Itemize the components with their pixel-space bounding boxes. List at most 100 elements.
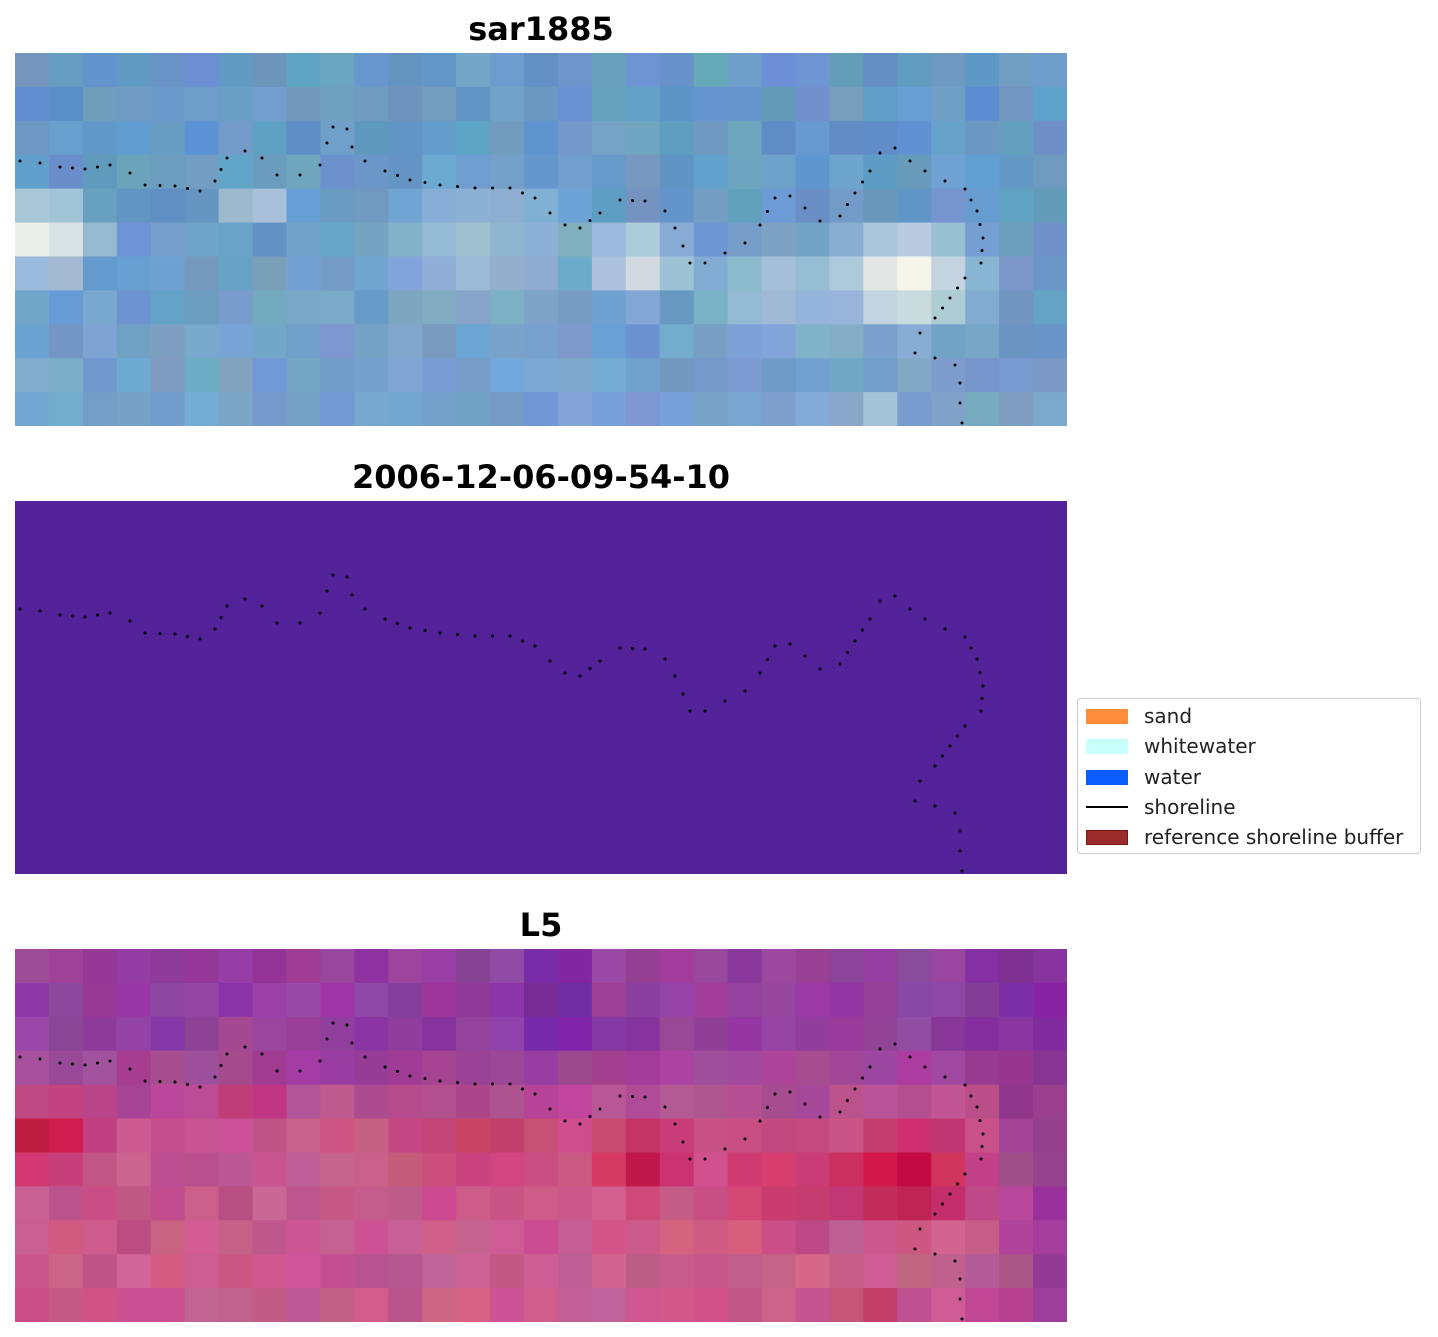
- image-pixel: [557, 222, 593, 258]
- image-pixel: [15, 358, 50, 393]
- image-pixel: [829, 1084, 864, 1120]
- image-pixel: [320, 53, 355, 88]
- image-pixel: [761, 1050, 797, 1086]
- image-pixel: [82, 53, 118, 88]
- shoreline-point: [979, 1157, 983, 1161]
- image-pixel: [897, 392, 932, 426]
- shoreline-point: [663, 1105, 667, 1109]
- shoreline-point: [975, 657, 979, 661]
- image-pixel: [591, 188, 627, 224]
- image-pixel: [829, 256, 864, 291]
- image-pixel: [116, 1254, 152, 1289]
- image-pixel: [727, 324, 763, 359]
- image-pixel: [829, 358, 864, 393]
- image-pixel: [727, 1016, 763, 1052]
- image-pixel: [1033, 1254, 1067, 1289]
- image-pixel: [354, 1084, 389, 1120]
- image-pixel: [625, 1288, 661, 1322]
- shoreline-point: [758, 223, 762, 227]
- image-pixel: [150, 53, 186, 88]
- image-pixel: [659, 982, 695, 1018]
- image-pixel: [422, 1186, 457, 1221]
- image-pixel: [116, 86, 152, 122]
- image-pixel: [524, 1220, 559, 1255]
- image-pixel: [863, 1254, 898, 1289]
- image-pixel: [897, 1016, 932, 1052]
- shoreline-point: [913, 351, 917, 355]
- image-pixel: [388, 290, 423, 325]
- image-pixel: [150, 324, 186, 359]
- image-pixel: [354, 949, 389, 984]
- image-pixel: [48, 188, 84, 224]
- image-pixel: [48, 120, 84, 156]
- image-pixel: [320, 1118, 355, 1154]
- image-pixel: [252, 1016, 288, 1052]
- shoreline-point: [350, 145, 354, 149]
- image-pixel: [693, 154, 729, 190]
- image-pixel: [252, 256, 288, 291]
- shoreline-point: [943, 1075, 947, 1079]
- image-pixel: [456, 982, 491, 1018]
- image-pixel: [388, 256, 423, 291]
- image-pixel: [591, 1050, 627, 1086]
- image-pixel: [116, 1016, 152, 1052]
- image-pixel: [252, 53, 288, 88]
- image-pixel: [659, 256, 695, 291]
- image-pixel: [150, 1050, 186, 1086]
- shoreline-point: [673, 226, 677, 230]
- image-pixel: [727, 949, 763, 984]
- image-pixel: [795, 1288, 831, 1322]
- image-pixel: [422, 1050, 457, 1086]
- image-pixel: [48, 324, 84, 359]
- image-pixel: [150, 1118, 186, 1154]
- shoreline-point: [631, 647, 634, 650]
- image-pixel: [625, 1254, 661, 1289]
- image-pixel: [897, 982, 932, 1018]
- image-pixel: [625, 120, 661, 156]
- image-pixel: [795, 1118, 831, 1154]
- image-pixel: [354, 358, 389, 393]
- shoreline-point: [688, 709, 692, 713]
- image-pixel: [863, 1152, 898, 1187]
- image-pixel: [15, 982, 50, 1018]
- image-pixel: [965, 1084, 1000, 1120]
- image-pixel: [727, 222, 763, 258]
- image-pixel: [184, 1016, 220, 1052]
- shoreline-point: [363, 159, 367, 163]
- image-pixel: [286, 1084, 322, 1120]
- image-pixel: [388, 120, 423, 156]
- image-pixel: [965, 1050, 1000, 1086]
- shoreline-point: [723, 251, 727, 255]
- image-pixel: [48, 154, 84, 190]
- image-pixel: [490, 86, 525, 122]
- image-pixel: [490, 53, 525, 88]
- shoreline-point: [703, 709, 707, 713]
- image-pixel: [863, 86, 898, 122]
- image-pixel: [184, 1220, 220, 1255]
- legend-item-water: water: [1086, 765, 1201, 789]
- image-pixel: [490, 1152, 525, 1187]
- image-pixel: [490, 256, 525, 291]
- image-pixel: [829, 1050, 864, 1086]
- image-pixel: [320, 86, 355, 122]
- image-pixel: [15, 324, 50, 359]
- shoreline-point: [383, 617, 387, 621]
- image-pixel: [116, 53, 152, 88]
- image-pixel: [591, 53, 627, 88]
- image-pixel: [82, 1186, 118, 1221]
- image-pixel: [897, 120, 932, 156]
- image-pixel: [116, 1288, 152, 1322]
- shoreline-point: [325, 589, 329, 593]
- image-pixel: [524, 1118, 559, 1154]
- image-pixel: [625, 86, 661, 122]
- image-pixel: [659, 120, 695, 156]
- image-pixel: [591, 1186, 627, 1221]
- shoreline-point: [773, 644, 777, 648]
- image-pixel: [184, 358, 220, 393]
- image-pixel: [422, 1254, 457, 1289]
- image-pixel: [218, 256, 254, 291]
- shoreline-point: [108, 163, 112, 167]
- image-pixel: [388, 1016, 423, 1052]
- shoreline-point: [963, 724, 967, 728]
- image-pixel: [795, 1254, 831, 1289]
